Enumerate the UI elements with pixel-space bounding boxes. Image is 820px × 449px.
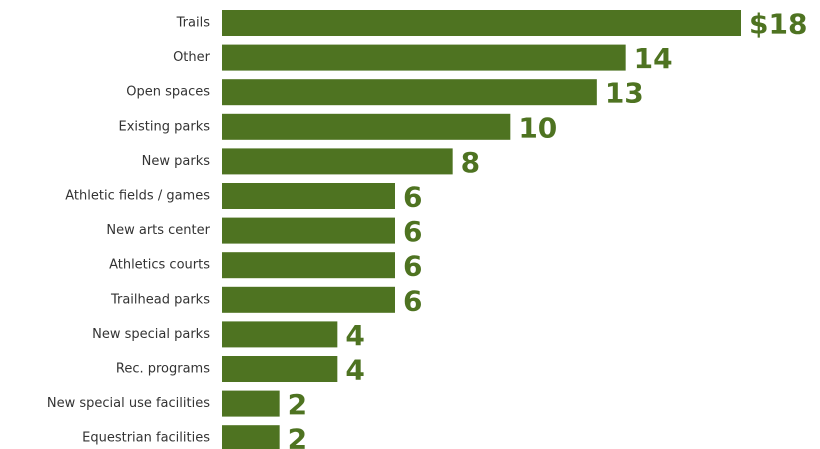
bar bbox=[222, 286, 395, 313]
bar-row: Athletics courts 6 bbox=[109, 250, 422, 283]
bar bbox=[222, 217, 395, 244]
bar bbox=[222, 183, 395, 209]
bar bbox=[222, 252, 395, 279]
bar bbox=[222, 79, 597, 106]
category-label: New special parks bbox=[92, 327, 210, 342]
bar bbox=[222, 148, 453, 175]
category-label: Rec. programs bbox=[116, 362, 210, 377]
value-label: 4 bbox=[345, 354, 364, 387]
value-label: 13 bbox=[605, 77, 644, 110]
bar-row: New parks 8 bbox=[142, 146, 481, 179]
category-label: Athletics courts bbox=[109, 258, 210, 273]
bar bbox=[222, 113, 511, 140]
category-label: Athletic fields / games bbox=[65, 189, 210, 204]
bar-row: New special use facilities 2 bbox=[47, 388, 307, 421]
category-label: New parks bbox=[142, 154, 211, 169]
bar-row: Other 14 bbox=[173, 42, 673, 75]
category-label: Trails bbox=[176, 16, 211, 31]
bar-row: Athletic fields / games 6 bbox=[65, 181, 422, 214]
bar-row: Equestrian facilities 2 bbox=[82, 423, 307, 449]
category-label: Other bbox=[173, 50, 211, 65]
value-label: 14 bbox=[634, 42, 673, 75]
bar bbox=[222, 356, 338, 382]
value-label: 6 bbox=[403, 181, 422, 214]
value-label: 4 bbox=[345, 319, 364, 352]
bar-row: Open spaces 13 bbox=[126, 77, 644, 110]
bar-row: Rec. programs 4 bbox=[116, 354, 365, 387]
value-label: 6 bbox=[403, 284, 422, 317]
chart-rows: Trails $18 Other 14 Open spaces 13 Existing pa… bbox=[47, 8, 808, 449]
value-label: 10 bbox=[518, 111, 557, 144]
category-label: Open spaces bbox=[126, 85, 210, 100]
bar bbox=[222, 390, 280, 417]
bar-row: Existing parks 10 bbox=[119, 111, 558, 144]
category-label: New special use facilities bbox=[47, 396, 210, 411]
bar bbox=[222, 425, 280, 449]
bar-row: New special parks 4 bbox=[92, 319, 365, 352]
value-label: 2 bbox=[288, 388, 307, 421]
bar bbox=[222, 10, 741, 36]
category-label: Existing parks bbox=[119, 119, 211, 134]
value-label: $18 bbox=[749, 8, 807, 41]
bar-row: Trails $18 bbox=[176, 8, 808, 41]
category-label: New arts center bbox=[106, 223, 210, 238]
bar-row: Trailhead parks 6 bbox=[110, 284, 423, 317]
value-label: 8 bbox=[461, 146, 480, 179]
value-label: 6 bbox=[403, 250, 422, 283]
category-label: Trailhead parks bbox=[110, 292, 210, 307]
bar bbox=[222, 321, 338, 348]
category-label: Equestrian facilities bbox=[82, 431, 210, 446]
value-label: 2 bbox=[288, 423, 307, 449]
bar-row: New arts center 6 bbox=[106, 215, 422, 248]
value-label: 6 bbox=[403, 215, 422, 248]
bar bbox=[222, 44, 626, 71]
